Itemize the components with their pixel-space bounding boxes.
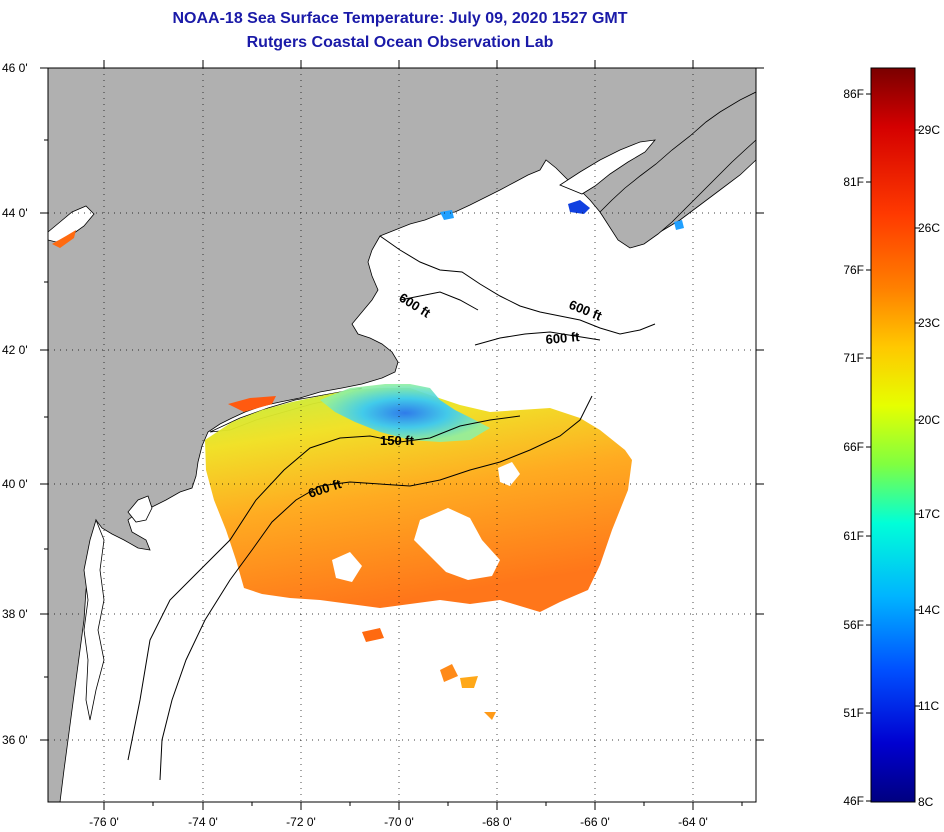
lat-label: 40 0' — [2, 477, 28, 491]
colorbar-c-label: 23C — [918, 316, 940, 330]
colorbar-f-label: 51F — [843, 706, 864, 720]
contour-600ft-shelf — [159, 395, 593, 781]
colorbar-c-label: 26C — [918, 221, 940, 235]
colorbar-f-label: 56F — [843, 618, 864, 632]
lon-label: -64 0' — [678, 815, 708, 829]
colorbar — [870, 67, 916, 803]
colorbar-f-label: 46F — [843, 794, 864, 808]
lon-label: -66 0' — [580, 815, 610, 829]
lon-label: -74 0' — [188, 815, 218, 829]
delaware-bay — [127, 495, 153, 523]
sst-patch — [52, 230, 76, 248]
map-gridlines — [48, 68, 756, 802]
sst-patch — [228, 396, 276, 412]
map-subtitle: Rutgers Coastal Ocean Observation Lab — [246, 34, 554, 51]
cold-patch — [674, 220, 684, 230]
cold-patch — [568, 200, 590, 214]
contour-600ft-gulf — [379, 235, 656, 335]
cloud-gap — [414, 508, 500, 580]
lake-ontario — [48, 205, 95, 243]
sst-patch — [484, 712, 496, 720]
lat-label: 42 0' — [2, 343, 28, 357]
colorbar-f-label: 81F — [843, 175, 864, 189]
map-title: NOAA-18 Sea Surface Temperature: July 09… — [172, 10, 628, 27]
colorbar-f-label: 71F — [843, 351, 864, 365]
contour-600ft-basin — [474, 331, 601, 346]
lon-label: -68 0' — [482, 815, 512, 829]
lon-label: -76 0' — [89, 815, 119, 829]
chesapeake-bay — [83, 518, 105, 721]
sst-patch — [460, 676, 478, 688]
colorbar-f-label: 66F — [843, 440, 864, 454]
colorbar-c-label: 14C — [918, 603, 940, 617]
colorbar-c-label: 8C — [918, 795, 934, 809]
colorbar-c-label: 29C — [918, 123, 940, 137]
cold-patch — [440, 210, 454, 220]
map-frame — [47, 67, 757, 803]
contour-600ft-north — [399, 291, 479, 311]
bay-of-fundy — [559, 139, 656, 195]
sst-data-region — [205, 388, 632, 612]
colorbar-f-label: 61F — [843, 529, 864, 543]
lat-label: 38 0' — [2, 607, 28, 621]
colorbar-c-label: 11C — [918, 699, 939, 713]
colorbar-c-label: 17C — [918, 507, 940, 521]
sst-patch — [440, 664, 458, 682]
lat-label: 44 0' — [2, 206, 28, 220]
lon-label: -72 0' — [286, 815, 316, 829]
lat-label: 46 0' — [2, 61, 28, 75]
colorbar-f-label: 76F — [843, 263, 864, 277]
contour-150ft — [127, 415, 521, 761]
nova-scotia-land — [599, 91, 756, 249]
cloud-gap — [498, 462, 520, 486]
lat-label: 36 0' — [2, 733, 28, 747]
colorbar-ticks — [866, 93, 920, 802]
contour-label: 150 ft — [380, 433, 415, 448]
cool-water-plume — [320, 384, 490, 442]
axis-ticks — [40, 60, 764, 810]
lon-label: -70 0' — [384, 815, 414, 829]
cloud-gap — [332, 552, 362, 582]
colorbar-f-label: 86F — [843, 87, 864, 101]
colorbar-c-label: 20C — [918, 413, 940, 427]
sst-patch — [362, 628, 384, 642]
contour-label: 600 ft — [545, 329, 581, 347]
